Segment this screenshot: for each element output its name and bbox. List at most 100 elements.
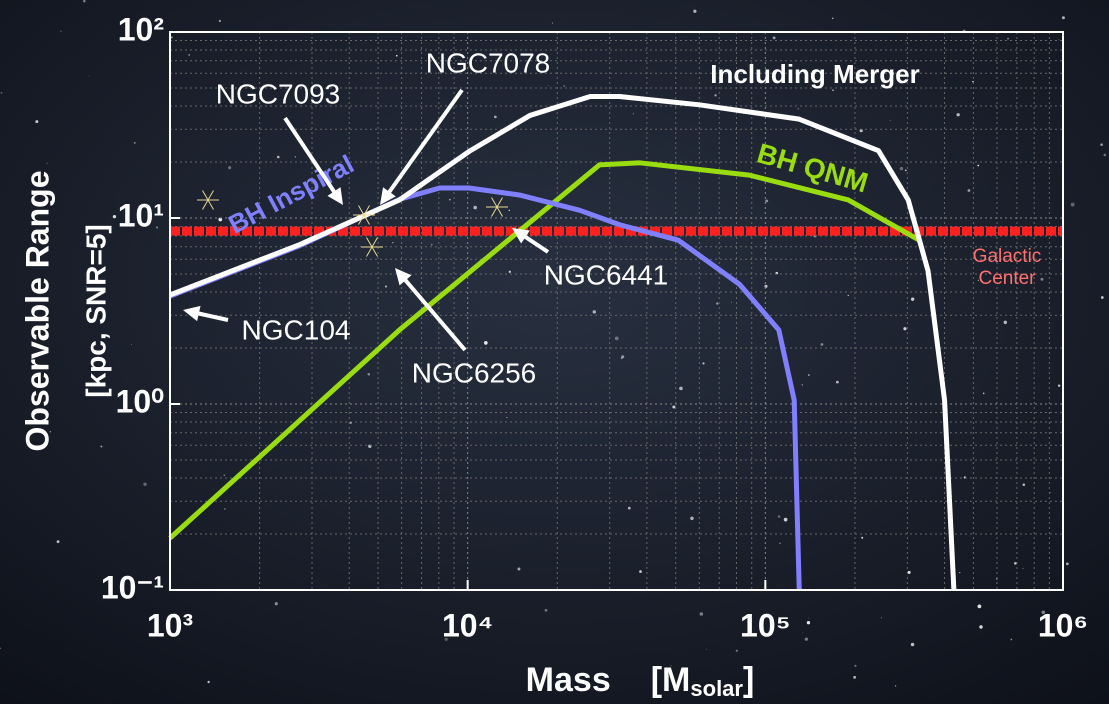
star	[155, 226, 159, 229]
annotation: NGC6441	[544, 259, 669, 290]
star	[56, 540, 60, 544]
star	[1022, 567, 1024, 569]
star	[967, 189, 971, 192]
star	[639, 570, 642, 573]
star	[767, 631, 769, 633]
x-label-text: Mass	[526, 661, 611, 699]
star	[977, 604, 982, 609]
star	[395, 54, 398, 57]
star	[1100, 143, 1103, 146]
star	[716, 302, 719, 305]
star	[112, 214, 117, 219]
star	[831, 17, 834, 20]
star	[903, 327, 907, 331]
cluster-marker	[202, 190, 214, 210]
star	[982, 392, 985, 395]
arrow-head	[183, 305, 201, 322]
y-tick-label: 10²	[118, 11, 164, 47]
star	[508, 209, 510, 212]
star	[100, 445, 103, 448]
star	[46, 162, 48, 164]
star	[693, 9, 697, 13]
star	[880, 617, 882, 619]
star	[493, 115, 497, 119]
star	[367, 373, 371, 376]
star	[384, 285, 388, 288]
star	[1007, 37, 1009, 40]
star	[544, 608, 548, 612]
y-tick-label: 10⁻¹	[101, 569, 164, 605]
star	[910, 297, 915, 301]
star	[473, 205, 477, 210]
star	[956, 113, 960, 117]
star	[859, 128, 863, 133]
star	[0, 91, 3, 94]
cluster-marker	[491, 197, 503, 217]
star	[1050, 492, 1052, 494]
star	[0, 647, 1, 649]
star	[1070, 202, 1075, 207]
series-line	[169, 94, 957, 591]
x-tick-label: 10³	[147, 607, 193, 643]
cluster-marker	[366, 237, 378, 257]
star	[779, 542, 781, 545]
star	[1057, 384, 1061, 387]
star	[679, 386, 683, 391]
star	[843, 193, 845, 195]
star	[820, 343, 824, 346]
background-stars	[0, 0, 1107, 687]
star	[448, 198, 451, 201]
star	[853, 675, 857, 679]
star	[627, 506, 631, 510]
arrow-head	[327, 187, 343, 205]
star	[832, 89, 834, 91]
star	[889, 120, 891, 121]
star	[508, 270, 511, 273]
star	[457, 63, 460, 65]
series-label: Galactic Center	[972, 246, 1042, 289]
star	[979, 625, 983, 629]
star	[392, 241, 394, 244]
star	[188, 54, 190, 56]
star	[777, 515, 781, 518]
star	[806, 621, 811, 625]
annotation-arrow	[383, 88, 464, 200]
x-label-unit: [M	[651, 661, 691, 699]
annotation-arrow	[283, 116, 341, 200]
star	[699, 612, 704, 616]
star	[910, 642, 915, 647]
star	[907, 570, 911, 574]
star	[430, 243, 433, 246]
star	[847, 294, 849, 297]
star	[614, 336, 619, 341]
star	[60, 30, 62, 32]
star	[563, 85, 565, 87]
star	[552, 22, 553, 24]
star	[783, 517, 788, 522]
star	[1022, 483, 1026, 487]
star	[977, 279, 980, 282]
plot-frame	[169, 31, 1064, 591]
star	[223, 474, 225, 476]
star	[1003, 320, 1007, 324]
star	[444, 637, 448, 641]
star	[702, 362, 705, 365]
x-label-bracket: ]	[743, 661, 754, 699]
arrow-head	[380, 187, 396, 205]
star	[959, 572, 961, 574]
star	[621, 355, 625, 359]
star	[1061, 16, 1065, 20]
star	[109, 590, 112, 593]
star	[49, 431, 51, 433]
star	[207, 680, 210, 684]
star	[218, 19, 221, 23]
star	[977, 164, 980, 167]
star	[143, 482, 147, 486]
star	[835, 380, 839, 384]
star	[517, 567, 521, 571]
x-tick-label: 10⁵	[740, 607, 791, 643]
star	[895, 685, 897, 687]
